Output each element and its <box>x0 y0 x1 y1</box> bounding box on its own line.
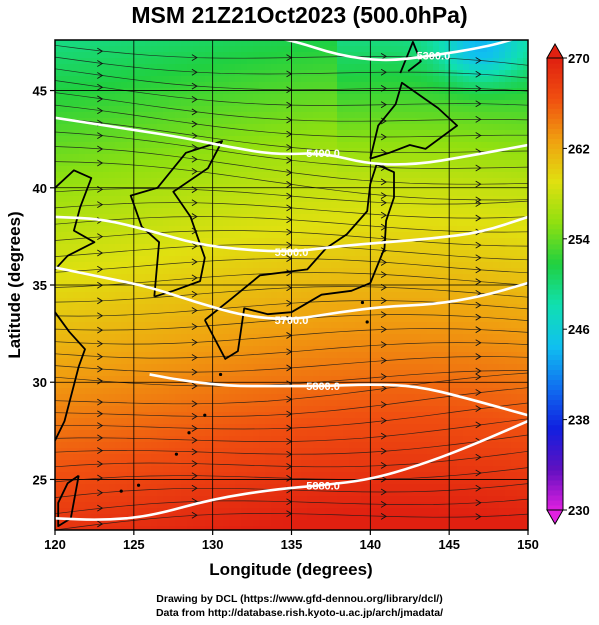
colorbar-tick-label: 254 <box>568 232 590 247</box>
y-tick-label: 35 <box>33 278 47 293</box>
y-tick-label: 45 <box>33 84 47 99</box>
colorbar-tick-label: 270 <box>568 51 590 66</box>
contour-label: 5880.0 <box>306 480 340 492</box>
colorbar-tick-label: 238 <box>568 413 590 428</box>
credit-drawing: Drawing by DCL (https://www.gfd-dennou.o… <box>156 593 443 605</box>
y-tick-label: 30 <box>33 375 47 390</box>
contour-line <box>149 373 528 417</box>
contour-line <box>55 419 528 521</box>
colorbar-tick-label: 230 <box>568 503 590 518</box>
y-tick-label: 40 <box>33 181 47 196</box>
contour-label: 5500.0 <box>275 247 309 259</box>
x-tick-label: 125 <box>123 537 145 552</box>
coastline <box>55 41 458 527</box>
x-tick-label: 145 <box>438 537 460 552</box>
contour-line <box>55 116 528 166</box>
credit-data: Data from http://database.rish.kyoto-u.a… <box>155 607 444 619</box>
colorbar-tick-label: 262 <box>568 141 590 156</box>
x-tick-label: 135 <box>281 537 303 552</box>
x-axis-ticks: 120 125 130 135 140 145 150 <box>44 530 539 552</box>
height-contours: 5400.0 5500.0 5700.0 5800.0 5880.0 5300.0 <box>55 40 528 521</box>
contour-line <box>281 40 515 62</box>
x-axis-label: Longitude (degrees) <box>209 560 372 579</box>
colorbar: 270 262 254 246 238 230 <box>546 42 590 526</box>
y-tick-label: 25 <box>33 472 47 487</box>
contour-label: 5400.0 <box>306 148 340 160</box>
chart-title: MSM 21Z21Oct2023 (500.0hPa) <box>131 2 468 28</box>
contour-label: 5800.0 <box>306 381 340 393</box>
x-tick-label: 130 <box>202 537 224 552</box>
y-axis-label: Latitude (degrees) <box>5 211 24 358</box>
credits: Drawing by DCL (https://www.gfd-dennou.o… <box>0 592 599 620</box>
x-tick-label: 140 <box>359 537 381 552</box>
contour-label: 5300.0 <box>417 51 451 63</box>
y-axis-ticks: 25 30 35 40 45 <box>33 84 55 487</box>
x-tick-label: 150 <box>517 537 539 552</box>
colorbar-tick-label: 246 <box>568 322 590 337</box>
x-tick-label: 120 <box>44 537 66 552</box>
contour-line <box>55 215 528 253</box>
contour-label: 5700.0 <box>275 315 309 327</box>
contour-line <box>55 266 528 320</box>
